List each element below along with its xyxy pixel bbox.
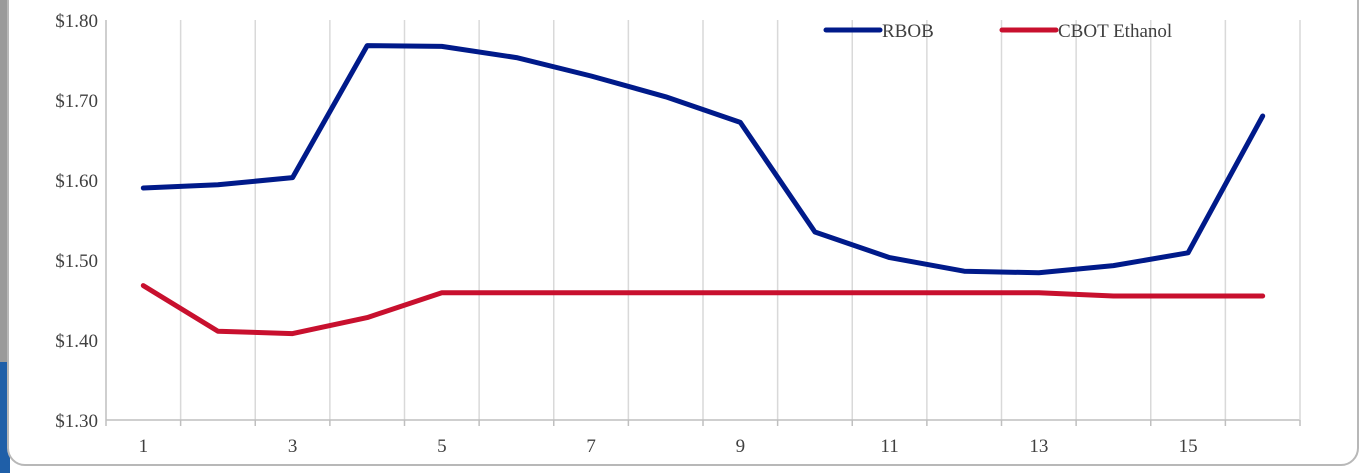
- y-tick-label: $1.50: [55, 251, 98, 272]
- y-tick-label: $1.70: [55, 91, 98, 112]
- y-tick-label: $1.30: [55, 411, 98, 432]
- chart-card: [7, 0, 1359, 466]
- x-tick-label: 11: [880, 436, 898, 457]
- series-line-cbot-ethanol: [140, 283, 1266, 337]
- x-tick-label: 13: [1029, 436, 1048, 457]
- x-tick-label: 7: [586, 436, 596, 457]
- legend: RBOB CBOT Ethanol: [823, 21, 1172, 42]
- x-tick-label: 5: [437, 436, 447, 457]
- vertical-gridlines: [179, 20, 1227, 420]
- x-tick-label: 1: [139, 436, 149, 457]
- y-tick-label: $1.80: [55, 11, 98, 32]
- x-axis-tick-labels: 1 3 5 7 9 11 13 15: [139, 436, 1198, 457]
- y-tick-label: $1.40: [55, 331, 98, 352]
- x-tick-label: 15: [1179, 436, 1198, 457]
- x-tick-label: 3: [288, 436, 298, 457]
- legend-label: CBOT Ethanol: [1058, 21, 1172, 42]
- series-line-rbob: [140, 43, 1266, 276]
- series-lines: [140, 43, 1266, 337]
- left-edge-accent: [0, 362, 10, 473]
- x-tick-label: 9: [736, 436, 746, 457]
- legend-label: RBOB: [882, 21, 934, 42]
- left-edge-strip: [0, 0, 10, 473]
- y-tick-label: $1.60: [55, 171, 98, 192]
- axes: [105, 20, 1301, 426]
- y-axis-tick-labels: $1.80 $1.70 $1.60 $1.50 $1.40 $1.30: [55, 11, 98, 432]
